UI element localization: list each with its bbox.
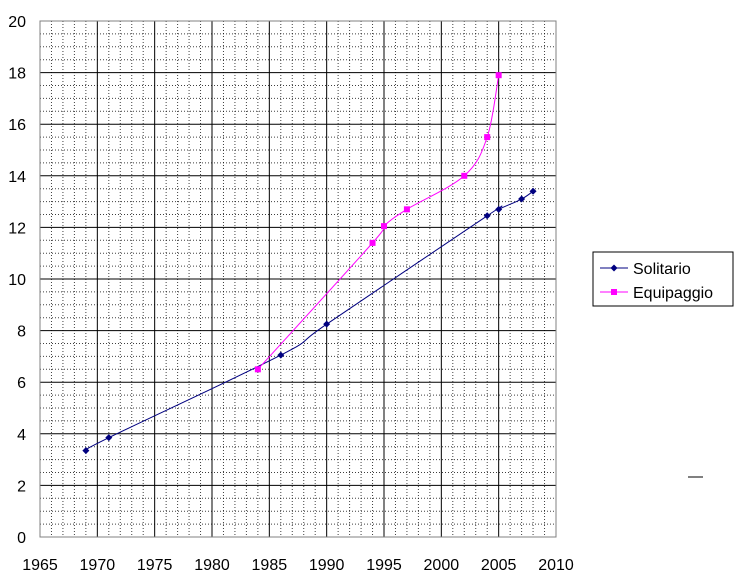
data-point-solitario xyxy=(82,447,90,455)
legend-marker-solitario xyxy=(610,264,618,272)
x-tick-label: 2005 xyxy=(481,557,517,574)
x-tick-label: 1990 xyxy=(309,557,345,574)
data-point-solitario xyxy=(323,320,331,328)
series-lines xyxy=(85,75,534,452)
x-tick-label: 2000 xyxy=(424,557,460,574)
x-tick-label: 1980 xyxy=(194,557,230,574)
y-tick-label: 8 xyxy=(17,324,26,341)
data-point-equipaggio xyxy=(254,366,261,373)
data-point-solitario xyxy=(105,434,113,442)
y-tick-label: 4 xyxy=(17,427,26,444)
y-tick-label: 12 xyxy=(8,220,26,237)
y-tick-label: 6 xyxy=(17,375,26,392)
legend-marker-equipaggio xyxy=(611,289,617,295)
x-tick-label: 1965 xyxy=(22,557,58,574)
y-tick-label: 10 xyxy=(8,272,26,289)
data-point-solitario xyxy=(529,187,537,195)
y-tick-label: 16 xyxy=(8,117,26,134)
series-markers xyxy=(82,72,537,455)
y-tick-label: 14 xyxy=(8,169,26,186)
data-point-equipaggio xyxy=(495,72,502,79)
x-tick-label: 1995 xyxy=(366,557,402,574)
series-line-solitario xyxy=(85,190,534,452)
y-tick-label: 0 xyxy=(17,530,26,547)
x-axis-tick-labels: 1965 1970 1975 1980 1985 1990 1995 2000 2005 2010 xyxy=(22,557,574,574)
legend: Solitario Equipaggio xyxy=(592,251,734,307)
y-axis-tick-labels: 0 2 4 6 8 10 12 14 16 18 20 xyxy=(8,14,26,547)
data-point-equipaggio xyxy=(369,239,376,246)
data-point-solitario xyxy=(518,195,526,203)
x-tick-label: 1975 xyxy=(137,557,173,574)
x-tick-label: 1970 xyxy=(80,557,116,574)
chart-grid xyxy=(39,20,557,538)
y-tick-label: 20 xyxy=(8,14,26,31)
x-tick-label: 1985 xyxy=(252,557,288,574)
data-point-equipaggio xyxy=(403,206,410,213)
x-tick-label: 2010 xyxy=(538,557,574,574)
legend-box xyxy=(592,251,734,307)
legend-item-equipaggio: Equipaggio xyxy=(600,285,713,302)
y-tick-label: 18 xyxy=(8,66,26,83)
legend-label-solitario: Solitario xyxy=(633,261,691,278)
y-tick-label: 2 xyxy=(17,478,26,495)
legend-label-equipaggio: Equipaggio xyxy=(633,285,713,302)
legend-item-solitario: Solitario xyxy=(600,261,691,278)
data-point-solitario xyxy=(495,205,503,213)
data-point-solitario xyxy=(483,212,491,220)
data-point-equipaggio xyxy=(461,172,468,179)
data-point-equipaggio xyxy=(381,223,387,230)
plot-area-frame xyxy=(39,20,557,538)
data-point-equipaggio xyxy=(484,134,491,141)
data-point-solitario xyxy=(277,351,285,359)
series-line-equipaggio xyxy=(257,75,500,370)
